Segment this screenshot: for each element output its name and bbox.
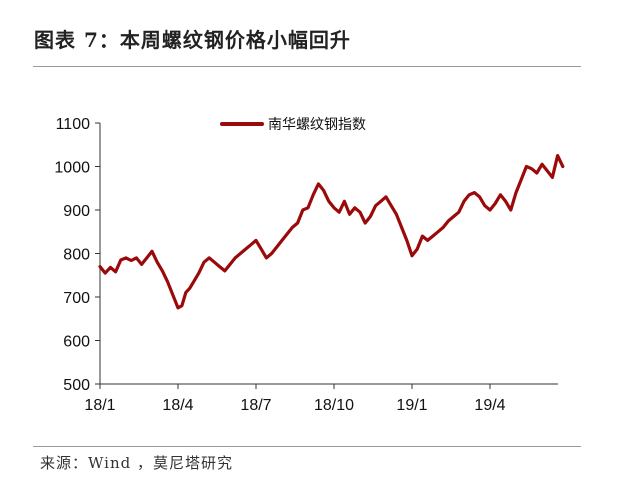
y-tick-label: 500 — [63, 377, 90, 394]
y-tick-label: 1100 — [56, 116, 91, 133]
y-axis-ticks: 500 600 700 800 900 1000 1100 — [54, 116, 100, 394]
x-tick-label: 18/4 — [162, 397, 193, 414]
figure-title: 图表 7：本周螺纹钢价格小幅回升 — [34, 28, 351, 52]
x-tick-label: 18/7 — [240, 397, 271, 414]
legend-label: 南华螺纹钢指数 — [268, 117, 366, 133]
x-tick-label: 18/1 — [84, 397, 115, 414]
series-group — [98, 154, 565, 310]
x-tick-label: 19/4 — [474, 397, 505, 414]
source-note: 来源：Wind ，莫尼塔研究 — [40, 454, 233, 472]
series-line — [98, 154, 565, 310]
x-axis-ticks: 18/1 18/4 18/7 18/10 19/1 19/4 — [84, 384, 506, 414]
y-tick-label: 700 — [63, 290, 90, 307]
y-tick-label: 800 — [63, 247, 90, 264]
source-divider — [33, 446, 581, 447]
y-tick-label: 1000 — [54, 160, 90, 177]
chart-legend: 南华螺纹钢指数 — [220, 117, 366, 133]
title-divider — [33, 66, 581, 67]
x-tick-label: 19/1 — [396, 397, 427, 414]
y-tick-label: 600 — [63, 334, 90, 351]
chart-axes — [99, 123, 558, 385]
x-tick-label: 18/10 — [314, 397, 354, 414]
y-tick-label: 900 — [63, 203, 90, 220]
